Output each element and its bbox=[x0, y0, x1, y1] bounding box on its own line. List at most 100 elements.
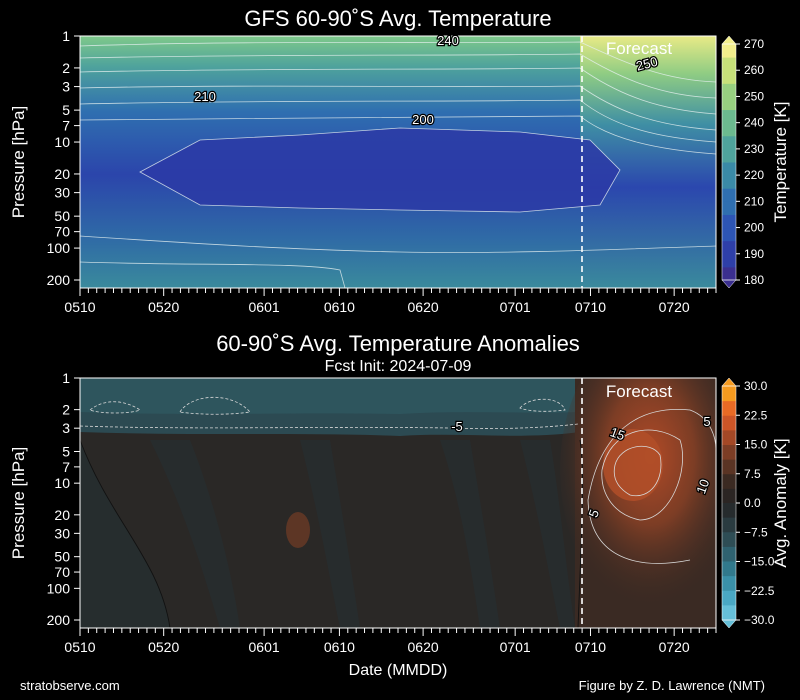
y-tick-label: 1 bbox=[62, 370, 70, 386]
y-tick-label: 200 bbox=[47, 272, 71, 288]
colorbar-tick-label: 240 bbox=[744, 116, 764, 130]
colorbar-swatch bbox=[722, 400, 736, 416]
bottom-contour-labels: -5 15 5 10 5 bbox=[450, 413, 714, 521]
top-forecast-label: Forecast bbox=[606, 39, 672, 58]
colorbar-tick-label: −30.0 bbox=[744, 613, 775, 627]
footer-credit: Figure by Z. D. Lawrence (NMT) bbox=[579, 678, 765, 693]
colorbar-swatch bbox=[722, 266, 736, 281]
colorbar-swatch bbox=[722, 175, 736, 189]
bottom-x-ticks: 0510 0520 0601 0610 0620 0701 0710 0720 bbox=[64, 628, 717, 655]
colorbar-swatch bbox=[722, 546, 736, 562]
x-tick-label: 0620 bbox=[408, 639, 439, 655]
colorbar-tick-label: 210 bbox=[744, 194, 764, 208]
colorbar-swatch bbox=[722, 83, 736, 97]
colorbar-swatch bbox=[722, 561, 736, 577]
colorbar-swatch bbox=[722, 162, 736, 176]
x-tick-label: 0601 bbox=[249, 639, 280, 655]
x-axis-label: Date (MMDD) bbox=[349, 662, 448, 679]
colorbar-swatch bbox=[722, 188, 736, 202]
colorbar-tick-label: 260 bbox=[744, 63, 764, 77]
contour-label: 5 bbox=[703, 414, 710, 429]
colorbar-swatch bbox=[722, 488, 736, 504]
bottom-contours bbox=[80, 396, 716, 628]
colorbar-swatch bbox=[722, 576, 736, 592]
x-tick-label: 0520 bbox=[148, 299, 179, 315]
colorbar-extend-min bbox=[721, 619, 737, 629]
colorbar-swatch bbox=[722, 214, 736, 229]
x-tick-label: 0710 bbox=[575, 299, 606, 315]
colorbar-swatch bbox=[722, 386, 736, 402]
colorbar-tick-label: −22.5 bbox=[744, 584, 775, 598]
bottom-colorbar-label: Avg. Anomaly [K] bbox=[771, 438, 790, 567]
y-tick-label: 3 bbox=[62, 420, 70, 436]
colorbar-swatch bbox=[722, 503, 736, 519]
colorbar-tick-label: 0.0 bbox=[744, 496, 761, 510]
bottom-colorbar: 30.0 22.5 15.0 7.5 0.0 −7.5 −15.0 −22.5 −30.0 bbox=[721, 377, 775, 629]
y-tick-label: 30 bbox=[54, 525, 70, 541]
colorbar-swatch bbox=[722, 415, 736, 431]
colorbar-swatch bbox=[722, 459, 736, 475]
top-colorbar: 180 190 200 210 220 230 240 250 260 270 bbox=[721, 35, 764, 289]
bottom-chart-subtitle: Fcst Init: 2024-07-09 bbox=[325, 358, 472, 375]
x-tick-label: 0720 bbox=[659, 639, 690, 655]
top-y-axis-label: Pressure [hPa] bbox=[9, 106, 28, 218]
colorbar-swatch bbox=[722, 201, 736, 215]
top-contours bbox=[80, 41, 716, 288]
colorbar-tick-label: 15.0 bbox=[744, 438, 768, 452]
x-tick-label: 0510 bbox=[64, 299, 95, 315]
y-tick-label: 100 bbox=[47, 240, 71, 256]
colorbar-tick-label: 250 bbox=[744, 89, 764, 103]
colorbar-swatch bbox=[722, 96, 736, 111]
bottom-chart-title: 60-90˚S Avg. Temperature Anomalies bbox=[216, 331, 580, 356]
colorbar-swatch bbox=[722, 57, 736, 71]
colorbar-swatch bbox=[722, 517, 736, 533]
colorbar-tick-label: 220 bbox=[744, 168, 764, 182]
contour-label: 210 bbox=[194, 89, 216, 104]
top-heatmap bbox=[80, 36, 716, 288]
y-tick-label: 100 bbox=[47, 580, 71, 596]
top-chart-title: GFS 60-90˚S Avg. Temperature bbox=[244, 6, 551, 31]
colorbar-swatch bbox=[722, 444, 736, 460]
colorbar-tick-label: 230 bbox=[744, 142, 764, 156]
colorbar-frame bbox=[721, 43, 737, 281]
y-tick-label: 2 bbox=[62, 60, 70, 76]
colorbar-tick-label: 30.0 bbox=[744, 379, 768, 393]
y-tick-label: 30 bbox=[54, 185, 70, 201]
x-tick-label: 0620 bbox=[408, 299, 439, 315]
y-tick-label: 5 bbox=[62, 444, 70, 460]
colorbar-swatch bbox=[722, 135, 736, 150]
footer-site: stratobserve.com bbox=[20, 678, 120, 693]
y-tick-label: 7 bbox=[62, 118, 70, 134]
colorbar-swatch bbox=[722, 109, 736, 124]
y-tick-label: 70 bbox=[54, 564, 70, 580]
y-tick-label: 20 bbox=[54, 166, 70, 182]
bottom-panel: 60-90˚S Avg. Temperature Anomalies Fcst … bbox=[9, 331, 790, 679]
y-tick-label: 1 bbox=[62, 28, 70, 44]
bottom-y-axis-label: Pressure [hPa] bbox=[9, 447, 28, 559]
colorbar-tick-label: 7.5 bbox=[744, 467, 761, 481]
colorbar-tick-label: 180 bbox=[744, 273, 764, 287]
colorbar-swatch bbox=[722, 605, 736, 621]
colorbar-extend-min bbox=[721, 279, 737, 289]
y-tick-label: 20 bbox=[54, 507, 70, 523]
top-x-ticks: 0510 0520 0601 0610 0620 0701 0710 0720 bbox=[64, 288, 717, 315]
x-tick-label: 0710 bbox=[575, 639, 606, 655]
y-tick-label: 70 bbox=[54, 224, 70, 240]
colorbar-swatch bbox=[722, 227, 736, 242]
y-tick-label: 7 bbox=[62, 459, 70, 475]
colorbar-swatch bbox=[722, 70, 736, 84]
y-tick-label: 5 bbox=[62, 102, 70, 118]
y-tick-label: 200 bbox=[47, 612, 71, 628]
contour-label: 10 bbox=[693, 477, 712, 496]
y-tick-label: 50 bbox=[54, 208, 70, 224]
colorbar-tick-label: 22.5 bbox=[744, 408, 768, 422]
contour-label: 200 bbox=[412, 112, 434, 127]
y-tick-label: 2 bbox=[62, 402, 70, 418]
x-tick-label: 0601 bbox=[249, 299, 280, 315]
x-tick-label: 0510 bbox=[64, 639, 95, 655]
colorbar-swatch bbox=[722, 148, 736, 163]
colorbar-swatch bbox=[722, 44, 736, 58]
